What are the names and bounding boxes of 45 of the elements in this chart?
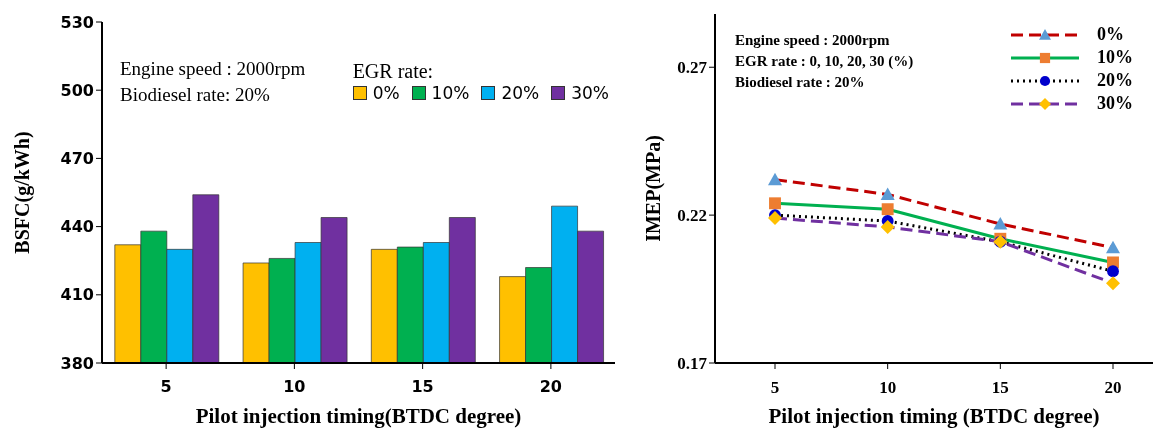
y-tick-label: 380: [60, 353, 94, 373]
annotation: Engine speed : 2000rpm: [735, 31, 891, 50]
annotation: Biodiesel rate: 20%: [120, 83, 271, 107]
legend-label: 0%: [1097, 24, 1124, 45]
point: [1106, 276, 1120, 291]
legend-label: 20%: [1097, 70, 1133, 91]
x-tick-label: 5: [160, 377, 172, 397]
point: [1107, 265, 1119, 278]
x-tick-label: 10: [879, 378, 897, 398]
legend-title: EGR rate:: [352, 60, 435, 83]
point: [768, 172, 782, 186]
x-tick-label: 20: [539, 377, 563, 397]
annotation: Biodiesel rate : 20%: [735, 73, 866, 92]
x-tick-label: 5: [770, 378, 780, 398]
y-tick-label: 500: [60, 80, 94, 100]
legend-label: 30%: [1097, 93, 1133, 114]
y-tick-label: 0.17: [677, 354, 708, 374]
x-axis-title: Pilot injection timing (BTDC degree): [768, 404, 1100, 428]
y-axis-title: IMEP(MPa): [642, 135, 666, 242]
point: [768, 211, 782, 226]
x-axis-title: Pilot injection timing(BTDC degree): [195, 404, 522, 428]
point: [880, 187, 895, 201]
y-axis-title: BSFC(g/kWh): [11, 131, 35, 254]
legend-label: 10%: [431, 83, 470, 103]
point: [993, 216, 1008, 230]
point: [880, 219, 895, 234]
legend-label: 0%: [372, 83, 400, 103]
x-tick-label: 15: [411, 377, 434, 397]
y-tick-label: 0.27: [677, 58, 708, 78]
y-tick-label: 440: [60, 217, 94, 237]
y-tick-label: 0.22: [677, 206, 707, 226]
x-tick-label: 15: [991, 378, 1009, 398]
point: [881, 203, 894, 216]
x-tick-label: 20: [1104, 378, 1122, 398]
annotation: EGR rate : 0, 10, 20, 30 (%): [735, 52, 914, 71]
y-tick-label: 410: [60, 285, 94, 305]
y-tick-label: 530: [60, 12, 94, 32]
point: [769, 197, 781, 210]
point: [1106, 240, 1120, 254]
y-tick-label: 470: [60, 149, 94, 169]
legend-label: 20%: [501, 83, 540, 103]
annotation: Engine speed : 2000rpm: [120, 57, 306, 81]
x-tick-label: 10: [283, 377, 306, 397]
legend-label: 10%: [1097, 47, 1133, 68]
legend-label: 30%: [571, 83, 609, 103]
